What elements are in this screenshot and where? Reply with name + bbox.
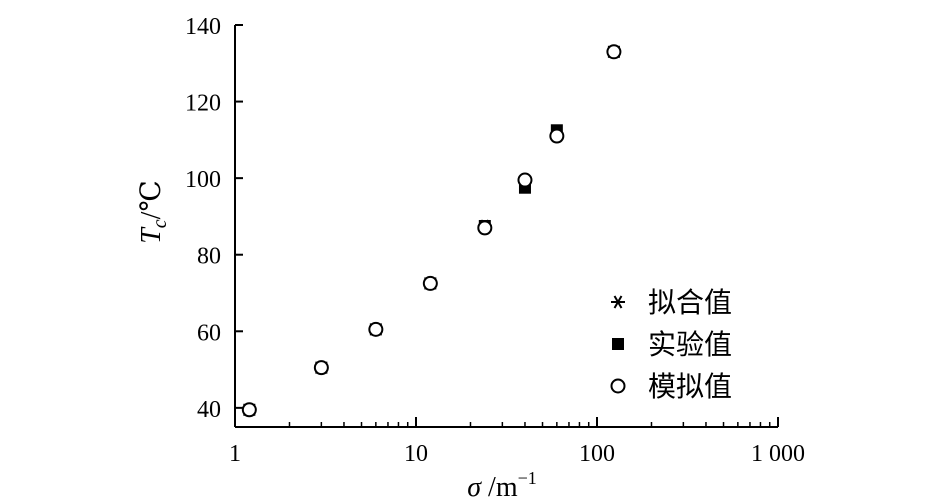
circle-data-point [517, 172, 533, 188]
data-points [241, 44, 622, 418]
circle-data-point [422, 275, 438, 291]
legend-item: 实验值 [612, 328, 732, 361]
circle-data-point [477, 220, 493, 236]
y-tick-label: 140 [185, 14, 221, 40]
circle-data-point [549, 128, 565, 144]
legend-item: 拟合值 [611, 286, 732, 319]
circle-data-point [368, 321, 384, 337]
x-tick-label: 1 [229, 441, 241, 467]
y-axis-label-unit: /℃ [136, 180, 167, 219]
series-circle [241, 44, 622, 418]
y-axis-label: Tc/℃ [136, 180, 171, 244]
x-axis-label-unit: /m [481, 472, 518, 503]
x-axis-label-superscript: −1 [518, 468, 537, 488]
x-axis-label-symbol: σ [467, 472, 482, 503]
axes [234, 25, 778, 428]
series-square [243, 45, 620, 416]
asterisk-stroke [613, 295, 623, 309]
legend-marker-square [612, 338, 624, 350]
y-tick-label: 80 [197, 244, 221, 270]
y-tick-label: 120 [185, 91, 221, 117]
circle-data-point [606, 44, 622, 60]
x-tick-label: 10 [404, 441, 428, 467]
legend-label: 实验值 [648, 328, 732, 361]
y-tick-label: 100 [185, 167, 221, 193]
series-asterisk [242, 45, 621, 417]
x-axis-ticks: 1 10 100 1 000 [229, 417, 805, 467]
legend-marker-circle [610, 378, 626, 394]
y-axis-label-subscript: c [149, 219, 171, 228]
circle-data-point [241, 402, 257, 418]
x-axis-label: σ /m−1 [467, 468, 537, 503]
legend-label: 拟合值 [648, 286, 732, 319]
x-tick-label: 1 000 [751, 441, 805, 467]
x-tick-label: 100 [579, 441, 615, 467]
legend-label: 模拟值 [648, 370, 732, 403]
y-axis-ticks: 40 60 80 100 120 140 [185, 14, 243, 423]
y-tick-label: 40 [197, 397, 221, 423]
legend-item: 模拟值 [610, 370, 732, 403]
y-tick-label: 60 [197, 320, 221, 346]
circle-data-point [313, 360, 329, 376]
legend-marker-asterisk [611, 295, 625, 309]
y-axis-label-symbol: T [136, 226, 167, 244]
